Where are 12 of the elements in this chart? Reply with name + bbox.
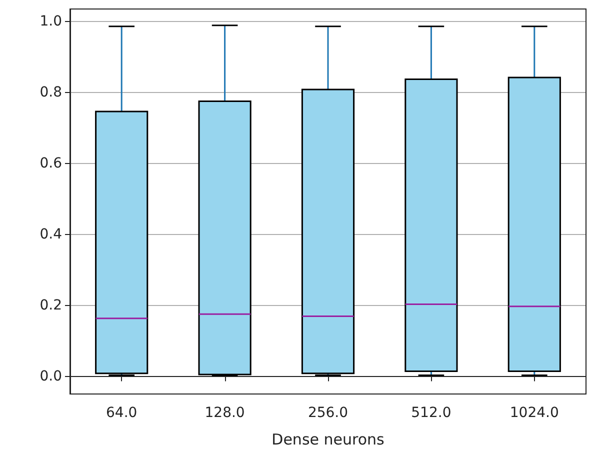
x-tick-label: 1024.0 [510, 405, 559, 421]
x-axis-title: Dense neurons [272, 430, 385, 448]
y-tick-label: 1.0 [40, 13, 62, 30]
y-tick-label: 0.4 [40, 226, 62, 242]
x-tick-label: 512.0 [411, 405, 452, 421]
y-tick-label: 0.6 [40, 155, 62, 172]
y-tick-label: 0.8 [40, 84, 62, 100]
x-tick-label: 256.0 [308, 405, 348, 421]
x-tick-label: 128.0 [204, 405, 245, 421]
y-tick-label: 0.2 [40, 297, 62, 314]
y-tick-label: 0.0 [40, 368, 62, 384]
x-tick-label: 64.0 [106, 405, 138, 421]
